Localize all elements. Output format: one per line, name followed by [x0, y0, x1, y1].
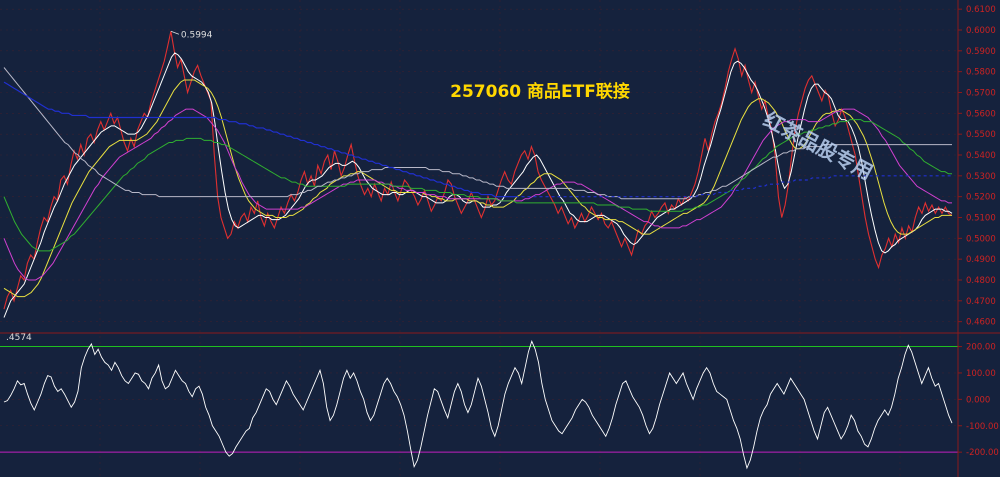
series-line-ma-250-projected [515, 175, 952, 198]
osc-y-tick-label: -100.00 [966, 422, 999, 432]
y-tick-label: 0.5700 [966, 89, 996, 99]
osc-y-tick-label: 100.00 [966, 369, 996, 379]
high-price-label: 0.5994 [181, 30, 213, 40]
y-tick-label: 0.4700 [966, 297, 996, 307]
osc-series-line [3, 339, 953, 470]
y-tick-label: 0.5200 [966, 193, 996, 203]
osc-y-tick-label: 0.000 [966, 395, 990, 405]
series-line-ma-mid [3, 79, 952, 298]
y-tick-label: 0.4600 [966, 318, 996, 328]
y-tick-label: 0.6000 [966, 26, 996, 36]
series-line-ma-120 [3, 67, 952, 200]
low-price-label: .4574 [6, 333, 32, 343]
y-tick-label: 0.5900 [966, 47, 996, 57]
series-line-price [3, 31, 953, 310]
chart-title: 257060 商品ETF联接 [450, 81, 630, 102]
series-line-ma-long [3, 108, 952, 281]
y-tick-label: 0.5500 [966, 130, 996, 140]
osc-y-tick-label: -200.00 [966, 448, 999, 458]
y-tick-label: 0.4800 [966, 276, 996, 286]
y-tick-label: 0.6100 [966, 5, 996, 15]
y-tick-label: 0.5300 [966, 172, 996, 182]
y-tick-label: 0.5100 [966, 214, 996, 224]
y-tick-label: 0.5800 [966, 68, 996, 78]
y-tick-label: 0.4900 [966, 255, 996, 265]
series-line-ma-250 [3, 81, 516, 198]
y-tick-label: 0.5600 [966, 109, 996, 119]
main-series-group [3, 30, 953, 318]
high-pointer [170, 30, 180, 35]
y-tick-label: 0.5400 [966, 151, 996, 161]
osc-y-tick-label: 200.00 [966, 343, 996, 353]
y-tick-label: 0.5000 [966, 234, 996, 244]
series-line-ma-60 [3, 119, 952, 252]
oscillator-group [0, 339, 958, 470]
